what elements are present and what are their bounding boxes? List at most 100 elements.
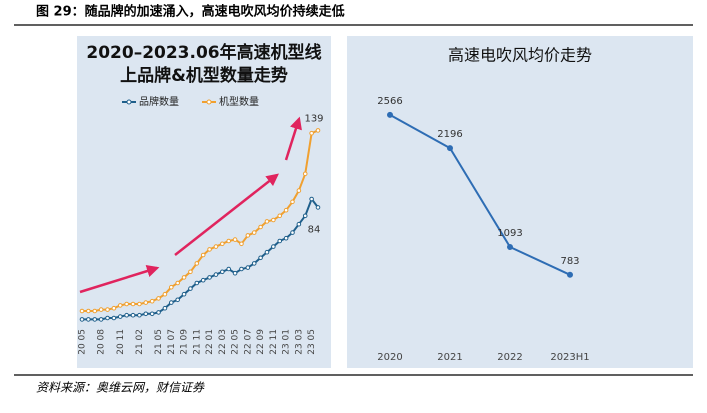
panel (347, 36, 693, 368)
point (567, 271, 573, 278)
x-tick-label: 20 05 (78, 329, 88, 355)
point (149, 311, 155, 317)
point (207, 275, 212, 280)
point (309, 196, 314, 202)
legend-label: 品牌数量 (139, 95, 179, 108)
point (105, 307, 110, 312)
point (111, 315, 117, 321)
point (143, 311, 149, 317)
point (277, 238, 283, 244)
legend-swatch (126, 99, 132, 105)
point (117, 303, 123, 308)
x-tick-label: 2023H1 (550, 352, 589, 363)
point (315, 128, 321, 133)
point (98, 307, 104, 312)
point (507, 243, 513, 250)
source: 资料来源：奥维云网，财信证券 (36, 381, 205, 395)
x-tick-label: 22 05 (231, 329, 241, 355)
point (194, 280, 200, 286)
point (86, 317, 91, 322)
point (98, 317, 104, 322)
point (251, 230, 257, 235)
point (239, 266, 244, 272)
point (162, 305, 168, 311)
data-label: 2196 (437, 129, 462, 140)
data-label: 2566 (377, 96, 402, 107)
point (245, 265, 251, 270)
data-label: 84 (308, 224, 321, 235)
point (245, 233, 251, 238)
chart-title: 2020–2023.06年高速机型线 (86, 42, 321, 63)
point (315, 205, 321, 210)
point (302, 171, 308, 177)
x-tick-label: 23 01 (282, 329, 292, 355)
data-label: 783 (560, 256, 579, 267)
point (290, 199, 295, 205)
x-tick-label: 21 05 (154, 329, 164, 355)
x-tick-label: 20 11 (116, 329, 126, 355)
point (130, 301, 136, 307)
x-tick-label: 21 09 (180, 329, 190, 355)
point (296, 221, 302, 227)
x-tick-label: 2021 (437, 352, 462, 363)
point (283, 207, 289, 213)
point (258, 224, 263, 230)
point (124, 301, 129, 307)
point (264, 249, 270, 255)
point (226, 238, 232, 244)
point (111, 305, 117, 311)
point (188, 286, 193, 291)
point (181, 291, 187, 297)
point (283, 235, 289, 241)
point (143, 300, 149, 305)
point (309, 130, 314, 136)
point (156, 296, 161, 301)
point (220, 241, 225, 247)
point (277, 213, 283, 219)
chart-title: 高速电吹风均价走势 (448, 46, 592, 65)
x-tick-label: 22 09 (256, 329, 266, 355)
point (258, 255, 263, 261)
point (175, 297, 180, 303)
point (79, 317, 85, 322)
legend-label: 机型数量 (219, 95, 259, 108)
point (162, 291, 168, 297)
data-label: 139 (304, 113, 323, 124)
point (271, 244, 276, 249)
point (92, 308, 98, 314)
x-tick-label: 2022 (497, 352, 522, 363)
trend-arrows (79, 116, 302, 294)
x-tick-label: 22 03 (218, 329, 228, 355)
point (181, 275, 187, 280)
point (194, 261, 200, 266)
point (105, 315, 110, 321)
point (290, 230, 295, 235)
x-tick-label: 22 01 (205, 329, 215, 355)
caption: 图 29：随品牌的加速涌入，高速电吹风均价持续走低 (36, 4, 345, 20)
panel (77, 36, 331, 368)
point (175, 280, 180, 286)
point (124, 312, 129, 318)
point (213, 272, 219, 277)
point (232, 270, 238, 276)
point (251, 261, 257, 266)
point (447, 145, 453, 152)
point (271, 217, 276, 223)
point (86, 308, 91, 314)
point (200, 252, 206, 258)
point (156, 310, 161, 315)
x-tick-label: 21 02 (135, 329, 145, 355)
point (117, 314, 123, 319)
point (207, 247, 212, 252)
point (232, 237, 238, 242)
point (188, 269, 193, 275)
point (239, 241, 244, 247)
x-tick-label: 21 07 (167, 329, 177, 355)
x-tick-label: 2020 (377, 352, 402, 363)
chart-title: 上品牌&机型数量走势 (120, 65, 288, 86)
point (213, 244, 219, 249)
point (137, 312, 142, 318)
point (137, 301, 142, 307)
x-tick-label: 22 11 (269, 329, 279, 355)
